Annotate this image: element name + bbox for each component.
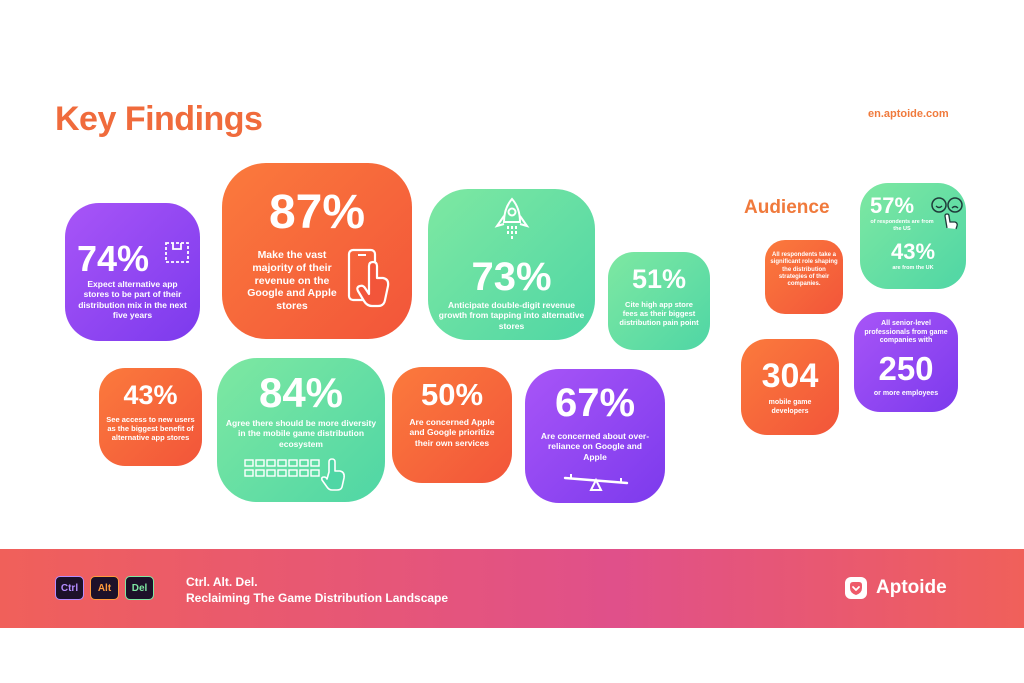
finding-value: 67% <box>554 381 636 425</box>
finding-value: 51% <box>631 264 687 294</box>
finding-text: See access to new users as the biggest b… <box>106 415 195 443</box>
finding-value: 84% <box>258 369 344 416</box>
finding-text: Agree there should be more diversity in … <box>225 418 377 449</box>
footer-banner: Ctrl Alt Del Ctrl. Alt. Del. Reclaiming … <box>0 549 1024 628</box>
aptoide-brand-name: Aptoide <box>876 577 947 598</box>
finding-text: Are concerned about over-reliance on Goo… <box>540 431 650 462</box>
audience-developers-value: 304 <box>761 357 819 395</box>
audience-roles-text: All respondents take a significant role … <box>770 252 838 288</box>
aptoide-logo[interactable]: Aptoide <box>844 576 947 600</box>
aptoide-logo-icon <box>845 577 867 599</box>
finding-text: Anticipate double-digit revenue growth f… <box>438 300 585 331</box>
finding-value: 74% <box>77 238 150 279</box>
finding-value: 73% <box>471 255 552 299</box>
audience-uk-value: 43% <box>890 239 936 264</box>
audience-us-value: 57% <box>870 193 915 218</box>
audience-card-countries: 57% of respondents are from the US 43% a… <box>860 183 966 289</box>
audience-companies-text: or more employees <box>873 390 939 397</box>
finding-value: 87% <box>268 186 366 239</box>
alt-key-label: Alt <box>97 582 112 594</box>
finding-text: Expect alternative app stores to be part… <box>78 279 187 321</box>
del-key-icon: Del <box>125 576 154 600</box>
seesaw-icon <box>563 474 629 491</box>
footer-subtitle: Reclaiming The Game Distribution Landsca… <box>186 591 449 605</box>
keyboard-icon <box>244 458 345 491</box>
box-icon <box>165 242 189 263</box>
audience-uk-text: are from the UK <box>892 265 934 271</box>
finding-value: 43% <box>123 380 178 410</box>
finding-card-new-users: 43% See access to new users as the bigge… <box>99 368 202 466</box>
rocket-icon <box>494 197 530 239</box>
finding-text: Cite high app store fees as their bigges… <box>619 300 699 328</box>
audience-card-roles: All respondents take a significant role … <box>765 240 843 314</box>
alt-key-icon: Alt <box>90 576 119 600</box>
audience-companies-value: 250 <box>878 350 934 387</box>
footer-title: Ctrl. Alt. Del. <box>186 575 258 589</box>
site-link[interactable]: en.aptoide.com <box>868 108 949 120</box>
finding-card-diversity: 84% Agree there should be more diversity… <box>217 358 385 502</box>
ctrl-key-icon: Ctrl <box>55 576 84 600</box>
finding-card-prioritize-services: 50% Are concerned Apple and Google prior… <box>392 367 512 483</box>
audience-card-developers: 304 mobile game developers <box>741 339 839 435</box>
phone-tap-icon <box>347 248 390 308</box>
del-key-label: Del <box>131 582 148 594</box>
finding-text: Make the vast majority of their revenue … <box>247 249 337 313</box>
finding-text: Are concerned Apple and Google prioritiz… <box>409 417 495 448</box>
page-title: Key Findings <box>55 100 263 138</box>
emoji-tap-icon <box>931 197 963 230</box>
finding-card-revenue-growth: 73% Anticipate double-digit revenue grow… <box>428 189 595 340</box>
finding-card-store-fees: 51% Cite high app store fees as their bi… <box>608 252 710 350</box>
audience-card-companies: All senior-level professionals from game… <box>854 312 958 412</box>
finding-card-revenue-major-stores: 87% Make the vast majority of their reve… <box>222 163 412 339</box>
finding-card-alt-stores-mix: 74% Expect alternative app stores to be … <box>65 203 200 341</box>
audience-us-text: of respondents are from the US <box>870 219 934 232</box>
audience-companies-intro: All senior-level professionals from game… <box>864 320 948 345</box>
audience-title: Audience <box>744 197 830 218</box>
audience-developers-text: mobile game developers <box>768 399 812 415</box>
ctrl-key-label: Ctrl <box>60 582 79 594</box>
finding-value: 50% <box>420 377 484 412</box>
